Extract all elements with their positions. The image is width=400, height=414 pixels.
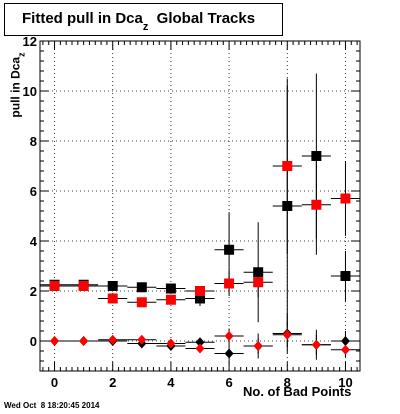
y-tick-label: 12 [23,34,37,49]
x-tick-label: 8 [284,375,291,390]
series-2 [40,313,360,364]
y-tick-label: 2 [30,284,37,299]
y-tick-label: 4 [30,234,38,249]
ylabel-subscript: z [16,52,27,57]
data-point-diamond [50,336,60,346]
data-point-square [311,199,322,210]
x-tick-label: 6 [225,375,232,390]
data-point-square [224,244,235,255]
data-point-square [340,271,351,281]
data-marks [40,73,360,364]
title-subscript: z [142,21,149,33]
data-point-square [165,294,176,305]
tick-labels: 0 2 4 6 8 10 0 2 4 6 8 10 12 [23,34,353,390]
data-point-square [224,278,235,289]
series-3 [40,322,360,358]
data-point-square [107,281,118,291]
data-point-diamond [137,334,147,345]
data-point-diamond [282,329,292,340]
data-point-square [49,281,60,291]
y-tick-label: 8 [30,134,37,149]
title-box: Fitted pull in Dcaz Global Tracks [4,3,283,36]
x-tick-label: 10 [338,375,352,390]
x-axis-label: No. of Bad Points [243,384,352,399]
data-point-square [165,283,176,294]
data-point-diamond [340,336,350,346]
data-point-square [253,277,264,288]
y-axis-label: pull in Dcaz [8,52,27,118]
data-point-diamond [195,337,205,348]
data-point-square [136,282,147,293]
axis-ticks [40,40,360,372]
data-point-diamond [340,344,350,355]
data-point-diamond [79,336,89,346]
x-tick-label: 2 [109,375,116,390]
title-tail: Global Tracks [148,10,256,27]
datestamp: Wed Oct 8 18:20:45 2014 [4,401,100,410]
data-point-square [136,297,147,308]
data-point-diamond [166,338,176,349]
y-tick-label: 10 [23,84,37,99]
data-point-diamond [224,331,234,341]
data-point-diamond [224,348,234,359]
series-1 [40,78,360,308]
chart-title: Fitted pull in Dcaz Global Tracks [22,10,256,33]
y-tick-label: 0 [30,334,37,349]
x-tick-label: 4 [167,375,175,390]
y-tick-label: 6 [30,184,37,199]
title-main: Fitted pull in Dca [22,10,143,27]
data-point-diamond [253,341,263,351]
data-point-diamond [311,339,321,350]
data-point-square [107,293,118,304]
data-point-square [195,293,205,304]
data-point-square [340,193,351,204]
data-point-diamond [195,343,205,354]
x-tick-label: 0 [51,375,58,390]
data-point-square [78,281,89,291]
data-point-square [195,286,205,296]
data-point-diamond [108,334,118,345]
data-point-square [282,161,293,171]
ylabel-main: pull in Dca [8,56,23,118]
